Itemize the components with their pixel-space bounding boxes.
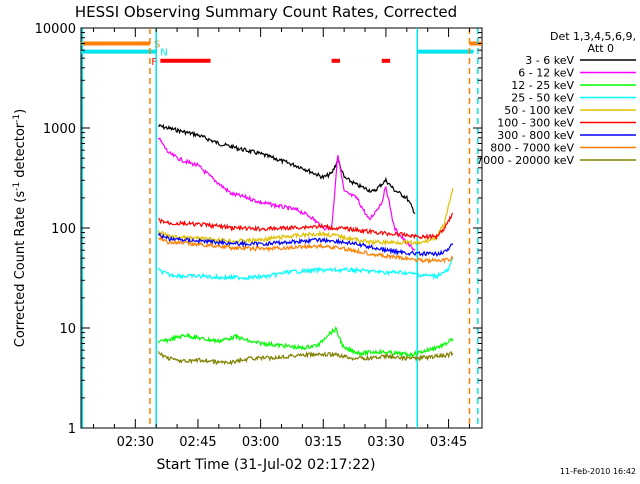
- y-axis-label: Corrected Count Rate (s-1 detector-1): [12, 109, 28, 347]
- series-line-25-50-kev: [157, 257, 454, 281]
- x-tick-label: 03:30: [367, 435, 404, 450]
- y-tick-label: 100: [51, 222, 76, 237]
- legend-header-line-1: Det 1,3,4,5,6,9,: [550, 30, 636, 43]
- axis-layer: 1 10 100 1000 10000 02:30 02:45 03:00 03:15 03:30…: [35, 22, 482, 450]
- legend-label-12-25-kev: 12 - 25 keV: [511, 79, 574, 92]
- flag-layer: SNF: [81, 39, 482, 68]
- series-line-300-800-kev: [157, 231, 454, 257]
- y-axis-label-sup2: -1: [12, 114, 22, 123]
- legend-label-25-50-kev: 25 - 50 keV: [511, 92, 574, 105]
- flag-label-n: N: [160, 48, 167, 59]
- x-tick-label: 03:15: [305, 435, 342, 450]
- x-tick-label: 03:45: [430, 435, 467, 450]
- series-line-3-6-kev: [157, 123, 416, 214]
- y-tick-label: 10: [59, 322, 76, 337]
- y-axis-label-end: ): [13, 109, 28, 114]
- series-line-50-100-kev: [157, 188, 454, 247]
- chart-title: HESSI Observing Summary Count Rates, Cor…: [75, 3, 457, 21]
- y-axis-label-mid: detector: [13, 122, 28, 182]
- legend-label-300-800-kev: 300 - 800 keV: [497, 129, 574, 142]
- legend-label-3-6-kev: 3 - 6 keV: [525, 54, 574, 67]
- legend-label-6-12-kev: 6 - 12 keV: [518, 67, 574, 80]
- series-line-100-300-kev: [157, 212, 453, 241]
- y-axis-label-main: Corrected Count Rate (s: [13, 191, 28, 348]
- flag-label-f: F: [151, 57, 157, 68]
- y-tick-label: 1000: [43, 122, 76, 137]
- legend-label-800-7000-kev: 800 - 7000 keV: [490, 142, 574, 155]
- legend-label-100-300-kev: 100 - 300 keV: [497, 117, 574, 130]
- series-line-12-25-kev: [157, 325, 454, 359]
- x-tick-label: 02:30: [117, 435, 154, 450]
- y-tick-label: 10000: [35, 22, 76, 37]
- flag-label-s: S: [154, 39, 160, 50]
- y-axis-label-sup1: -1: [12, 182, 22, 191]
- series-line-800-7000-kev: [158, 235, 454, 264]
- y-tick-label: 1: [68, 422, 76, 437]
- x-tick-label: 02:45: [179, 435, 216, 450]
- series-layer: [157, 123, 454, 366]
- legend-label-7000-20000-kev: 7000 - 20000 keV: [476, 154, 574, 167]
- timestamp: 11-Feb-2010 16:42: [560, 467, 636, 476]
- x-tick-label: 03:00: [242, 435, 279, 450]
- legend-label-50-100-kev: 50 - 100 keV: [504, 104, 574, 117]
- series-line-6-12-kev: [157, 137, 416, 251]
- series-line-7000-20000-kev: [157, 350, 454, 366]
- legend-header-line-2: Att 0: [588, 42, 614, 55]
- x-axis-label: Start Time (31-Jul-02 02:17:22): [156, 457, 375, 473]
